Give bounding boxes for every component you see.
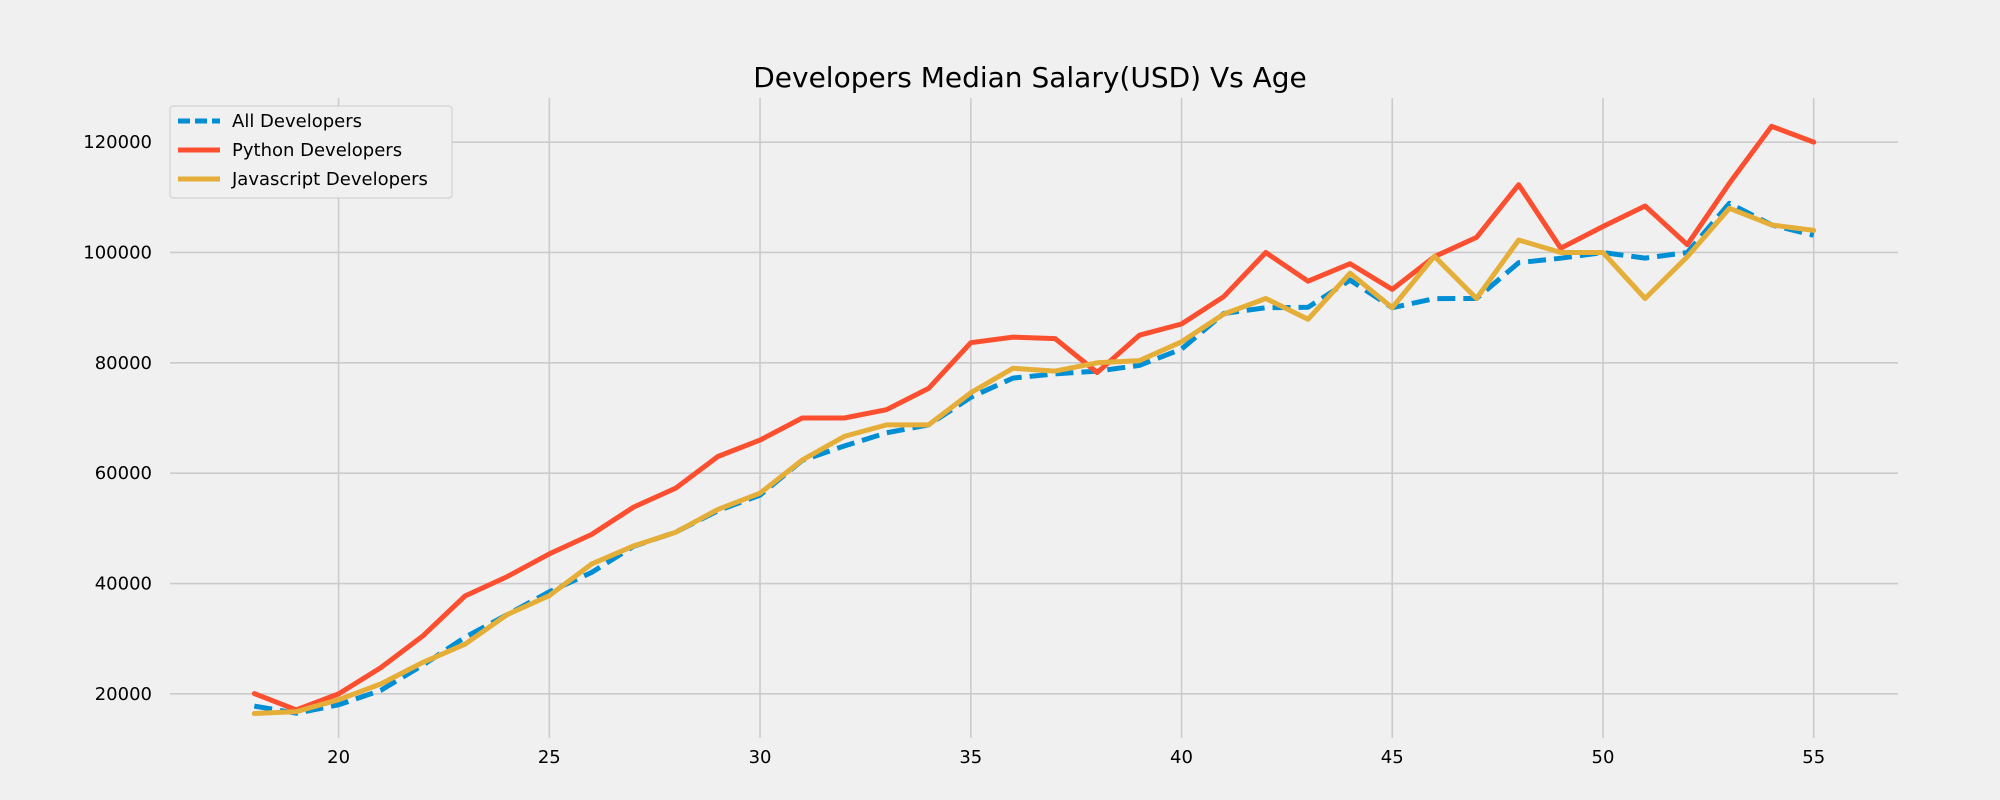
- x-axis-ticks: 20 25 30 35 40 45 50 55: [327, 747, 1825, 768]
- y-tick-label: 100000: [83, 242, 152, 263]
- x-tick-label: 40: [1170, 747, 1193, 768]
- chart-title: Developers Median Salary(USD) Vs Age: [753, 61, 1307, 94]
- x-tick-label: 55: [1802, 747, 1825, 768]
- legend: All Developers Python Developers Javascrip…: [169, 105, 453, 199]
- x-tick-label: 50: [1592, 747, 1615, 768]
- legend-box: [169, 105, 453, 199]
- legend-label: Javascript Developers: [231, 169, 428, 190]
- series-line-2: [251, 205, 1817, 716]
- y-tick-label: 40000: [95, 574, 152, 595]
- grid: [170, 98, 1898, 738]
- x-tick-label: 20: [327, 747, 350, 768]
- legend-label: All Developers: [232, 111, 362, 132]
- y-tick-label: 60000: [95, 463, 152, 484]
- y-tick-label: 80000: [95, 353, 152, 374]
- series-lines: [251, 123, 1817, 716]
- x-tick-label: 45: [1381, 747, 1404, 768]
- series-line-0: [253, 200, 1815, 716]
- x-tick-label: 30: [749, 747, 772, 768]
- x-tick-label: 35: [959, 747, 982, 768]
- y-axis-ticks: 20000 40000 60000 80000 100000 120000: [83, 132, 152, 705]
- y-tick-label: 120000: [83, 132, 152, 153]
- series-line-1: [251, 123, 1817, 713]
- x-tick-label: 25: [538, 747, 561, 768]
- y-tick-label: 20000: [95, 684, 152, 705]
- legend-label: Python Developers: [232, 140, 402, 161]
